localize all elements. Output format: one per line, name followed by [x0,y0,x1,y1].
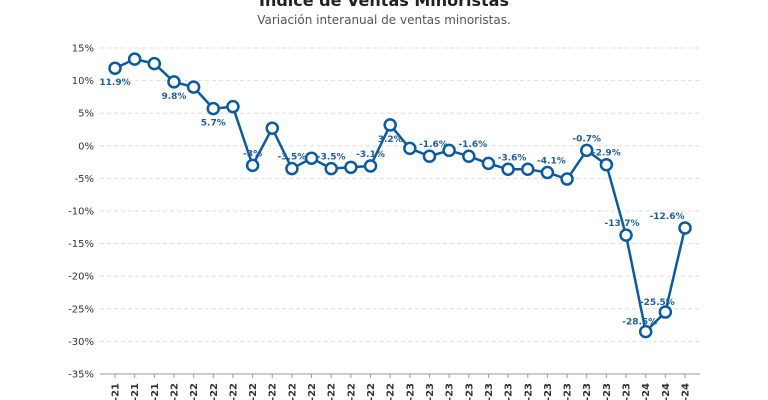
data-label: -28.5% [622,318,657,328]
point [422,149,437,163]
data-label: -1.6% [458,140,487,150]
data-label: 9.8% [161,92,186,102]
point [442,143,456,158]
point [147,56,162,71]
x-tick-label: -24 [681,383,692,400]
x-tick-label: -23 [582,383,593,400]
x-tick-label: -21 [150,383,161,400]
y-tick-label: -25% [68,304,94,315]
data-label: -2.9% [592,149,621,159]
x-tick-label: -23 [425,383,436,400]
x-tick-label: -23 [563,383,574,400]
x-tick-label: -22 [307,383,318,400]
point [501,162,515,177]
point [383,118,397,132]
point [206,101,221,116]
y-tick-label: -20% [68,272,94,283]
data-label: 3.2% [378,135,403,145]
point [304,151,319,165]
point [344,160,358,175]
data-label: 5.7% [201,119,226,129]
data-label: -3.5% [278,153,307,163]
y-tick-label: -30% [68,337,94,348]
point [265,121,279,135]
x-tick-label: -22 [268,383,279,400]
x-tick-label: -24 [641,383,652,400]
data-label: -12.6% [650,212,685,222]
point [285,161,299,176]
point [324,161,338,176]
data-label: -3.1% [356,150,385,160]
point [619,228,633,242]
x-tick-label: -22 [248,383,259,400]
y-tick-label: 0% [78,141,94,152]
point [462,149,476,163]
y-tick-label: -15% [68,239,94,250]
point [127,52,142,66]
x-tick-label: -22 [327,383,338,400]
data-label: 11.9% [99,78,130,88]
x-tick-label: -22 [228,383,239,400]
y-tick-label: -35% [68,370,94,381]
data-label: -3.6% [498,153,527,163]
x-tick-label: -22 [189,383,200,400]
x-tick-label: -24 [661,383,672,400]
x-tick-label: -22 [209,383,220,400]
y-tick-label: 10% [72,76,94,87]
point [108,61,122,75]
y-tick-label: -5% [75,174,94,185]
data-label: -3% [243,149,262,159]
x-tick-label: -23 [484,383,495,400]
data-label: -0.7% [572,134,601,144]
point [579,143,594,158]
x-tick-label: -22 [366,383,377,400]
point [658,305,673,319]
point [186,80,201,94]
point [403,141,417,156]
y-tick-label: -10% [68,207,94,218]
data-label: -13.7% [605,219,640,229]
series-line [114,57,687,333]
data-label: -3.5% [317,153,346,163]
y-tick-label: 5% [78,109,94,120]
x-tick-label: -23 [523,383,534,400]
point [521,162,535,177]
point [167,75,181,89]
x-tick-label: -23 [445,383,456,400]
x-tick-label: -23 [622,383,633,400]
point [560,172,574,186]
x-tick-label: -21 [111,383,122,400]
data-label: -25.5% [640,298,675,308]
point [540,165,555,180]
x-tick-label: -23 [602,383,613,400]
point [363,159,378,173]
x-tick-label: -23 [464,383,475,400]
point [599,157,614,172]
point [245,158,260,173]
point [481,156,496,171]
data-label: -1.6% [419,140,448,150]
x-tick-label: -22 [287,383,298,400]
x-tick-label: -23 [543,383,554,400]
data-label: -4.1% [537,157,566,167]
chart-subtitle: Variación interanual de ventas minorista… [257,13,511,27]
x-tick-label: -22 [386,383,397,400]
chart-title: Índice de Ventas Minoristas [259,0,509,10]
x-tick-label: -23 [504,383,515,400]
x-tick-label: -22 [169,383,180,400]
x-tick-label: -22 [346,383,357,400]
point [678,221,692,235]
y-tick-label: 15% [72,44,94,55]
point [638,324,653,339]
point [226,99,240,114]
x-tick-label: -23 [405,383,416,400]
x-tick-label: -21 [130,383,141,400]
